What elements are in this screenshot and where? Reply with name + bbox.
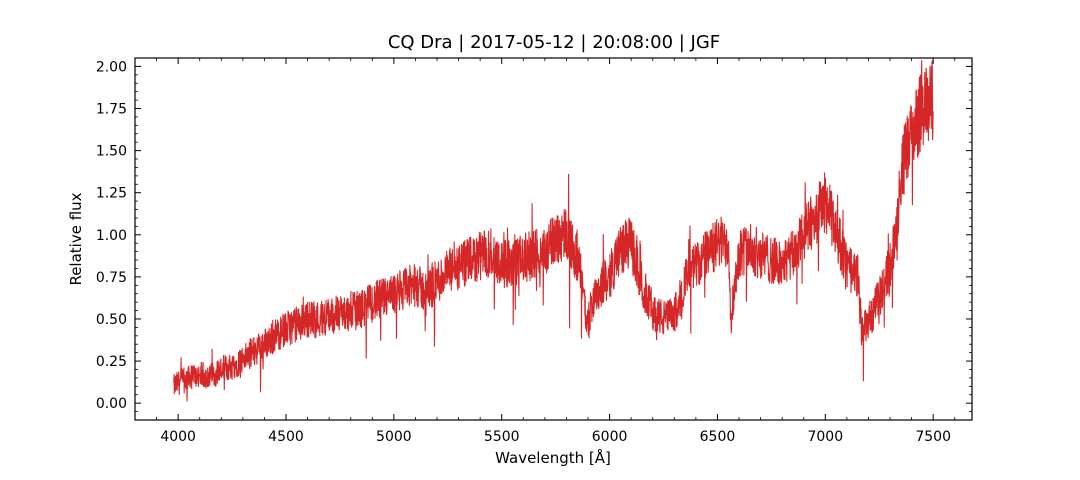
y-tick-label: 2.00 (96, 59, 127, 75)
x-tick-label: 4500 (268, 429, 304, 445)
x-tick-label: 5500 (484, 429, 520, 445)
chart-title: CQ Dra | 2017-05-12 | 20:08:00 | JGF (388, 32, 720, 53)
plot-frame (134, 57, 973, 421)
y-axis-label: Relative flux (67, 192, 85, 285)
x-tick-label: 7500 (915, 429, 951, 445)
y-tick-label: 1.00 (96, 228, 127, 244)
y-tick-label: 0.25 (96, 354, 127, 370)
x-tick-label: 5000 (376, 429, 412, 445)
spectrum-line (173, 59, 934, 402)
x-axis: 4000 4500 5000 5500 6000 6500 7000 7500 (134, 58, 956, 445)
x-axis-label: Wavelength [Å] (495, 448, 611, 467)
x-tick-label: 4000 (160, 429, 196, 445)
y-tick-label: 1.50 (96, 144, 127, 160)
x-tick-label: 7000 (807, 429, 843, 445)
x-tick-label: 6500 (700, 429, 736, 445)
y-tick-label: 0.75 (96, 270, 127, 286)
y-tick-label: 1.75 (96, 102, 127, 118)
y-tick-label: 1.25 (96, 186, 127, 202)
plot-area (173, 59, 934, 402)
y-tick-label: 0.50 (96, 312, 127, 328)
y-tick-label: 0.00 (96, 396, 127, 412)
x-tick-label: 6000 (592, 429, 628, 445)
y-axis: 0.00 0.25 0.50 0.75 1.00 1.25 1.50 1.75 2.00 (96, 59, 972, 412)
